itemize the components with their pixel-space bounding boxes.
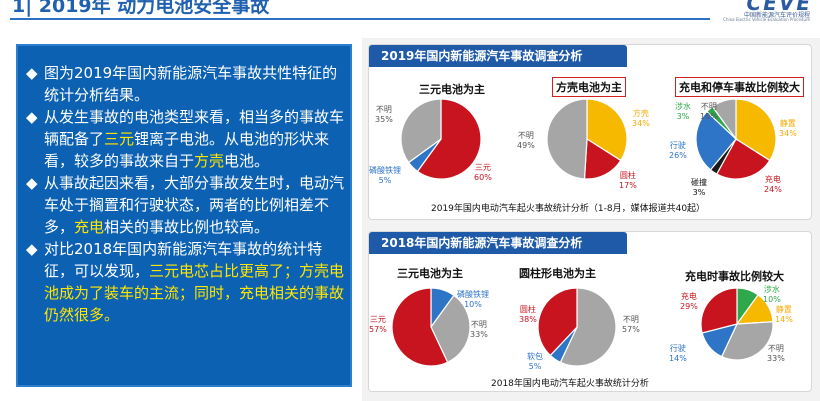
bullet-text: 从发生事故的电池类型来看，相当多的事故车辆配备了 (44, 108, 345, 148)
bullet-item: ◆ 从发生事故的电池类型来看，相当多的事故车辆配备了三元锂离子电池。从电池的形状来… (26, 106, 348, 172)
slice-label: 充电 24% (764, 175, 782, 194)
slice-label: 不明 33% (767, 344, 785, 363)
highlight-text: 方壳 (194, 152, 225, 170)
section-2018: 2018年国内新能源汽车事故调查分析 三元电池为主 圆柱形电池为主 充电时事故比… (368, 231, 812, 392)
pie-chart (537, 287, 617, 367)
slice-label: 行驶 26% (669, 141, 687, 160)
slice-label: 不明 33% (470, 320, 488, 339)
bullet-text: 相关的事故比例也较高。 (104, 218, 270, 236)
section-heading: 2019年国内新能源汽车事故调查分析 (369, 45, 627, 67)
slice-label: 圆柱 38% (519, 305, 537, 324)
bullet-text: 从事故起因来看，大部分事故发生时，电动汽车处于搁置和行驶状态，两者的比例相差不多… (44, 174, 345, 236)
chart-title: 三元电池为主 (419, 83, 485, 96)
pie-slice (715, 138, 771, 180)
pie-slice (416, 98, 482, 180)
slice-label: 磷酸铁锂 5% (369, 166, 401, 185)
pie-slice (695, 110, 737, 171)
pie-chart (546, 98, 628, 180)
pie-slice (700, 287, 738, 334)
bullet-item: ◆ 从事故起因来看，大部分事故发生时，电动汽车处于搁置和行驶状态，两者的比例相差不… (26, 172, 348, 238)
pie-slice (583, 137, 622, 180)
slice-label: 不明 57% (622, 315, 640, 334)
slice-label: 圆柱 17% (619, 171, 637, 190)
slice-label: 静置 14% (775, 305, 793, 324)
slice-label: 充电 29% (680, 292, 698, 311)
title-underline (10, 18, 710, 20)
bullet-text: 对比2018年国内新能源汽车事故的统计特征，可以发现， (44, 240, 323, 280)
ceve-logo: CEVE 中国新能源汽车评价规程 China Electric Vehicle … (716, 0, 816, 22)
summary-panel: ◆ 图为2019年国内新能源汽车事故共性特征的统计分析结果。 ◆ 从发生事故的电池类型… (16, 44, 352, 387)
highlight-text: 三元 (104, 130, 135, 148)
bullet-text: 电池。 (224, 152, 270, 170)
pie-chart (391, 287, 471, 367)
chart-title: 三元电池为主 (397, 267, 463, 280)
pie-slice (430, 294, 471, 364)
slice-label: 涉水 10% (763, 285, 781, 304)
page-title: 1| 2019年 动力电池安全事故 (12, 0, 270, 17)
slice-label: 三元 57% (369, 315, 387, 334)
slice-label: 不明 10% (700, 102, 718, 121)
highlight-text: 充电 (74, 218, 105, 236)
section-heading: 2018年国内新能源汽车事故调查分析 (369, 232, 627, 254)
slice-label: 方壳 34% (632, 109, 650, 128)
diamond-bullet-icon: ◆ (26, 64, 38, 82)
slice-label: 三元 60% (474, 163, 492, 182)
slice-label: 碰撞 3% (691, 178, 707, 197)
pie-slice (720, 321, 774, 361)
pie-slice (546, 98, 588, 180)
pie-slice (537, 287, 578, 357)
slice-label: 行驶 14% (669, 344, 687, 363)
slice-label: 不明 35% (375, 105, 393, 124)
chart-title: 方壳电池为主 (552, 77, 626, 97)
pie-chart (700, 287, 774, 361)
pie-slice (711, 98, 737, 141)
chart-caption: 2018年国内电动汽车起火事故统计分析 (491, 379, 649, 389)
chart-title: 充电时事故比例较大 (685, 270, 784, 283)
bullet-item: ◆ 图为2019年国内新能源汽车事故共性特征的统计分析结果。 (26, 62, 348, 106)
section-2019: 2019年国内新能源汽车事故调查分析 三元电池为主 方壳电池为主 充电和停车事故… (368, 44, 812, 220)
logo-subtitle-en: China Electric Vehicle Evaluation Proced… (723, 17, 810, 22)
pie-slice (400, 98, 442, 164)
bullet-item: ◆ 对比2018年国内新能源汽车事故的统计特征，可以发现，三元电芯占比更高了；方壳… (26, 238, 348, 326)
diamond-bullet-icon: ◆ (26, 240, 38, 258)
slice-label: 涉水 3% (675, 102, 691, 121)
bullet-list: ◆ 图为2019年国内新能源汽车事故共性特征的统计分析结果。 ◆ 从发生事故的电池类型… (26, 62, 348, 326)
slice-label: 磷酸铁锂 10% (457, 290, 489, 309)
diamond-bullet-icon: ◆ (26, 174, 38, 192)
logo-subtitle-cn: 中国新能源汽车评价规程 (743, 12, 810, 19)
pie-chart (695, 98, 777, 180)
slice-label: 软包 5% (527, 352, 543, 371)
page-header: 1| 2019年 动力电池安全事故 CEVE 中国新能源汽车评价规程 China… (0, 0, 820, 22)
pie-slice (559, 287, 617, 367)
logo-mark: CEVE (746, 0, 812, 15)
highlight-text: 三元电芯占比更高了；方壳电池成为了装车的主流；同时，充电相关的事故仍然很多。 (44, 262, 345, 324)
slice-label: 静置 34% (779, 119, 797, 138)
pie-chart (400, 98, 482, 180)
bullet-text: 锂离子电池。从电池的形状来看，较多的事故来自于 (44, 130, 330, 170)
diamond-bullet-icon: ◆ (26, 108, 38, 126)
chart-title: 充电和停车事故比例较大 (675, 77, 804, 97)
chart-title: 圆柱形电池为主 (519, 267, 596, 280)
pie-slice (391, 287, 449, 367)
slice-label: 不明 49% (517, 131, 535, 150)
bullet-text: 图为2019年国内新能源汽车事故共性特征的统计分析结果。 (44, 64, 338, 104)
chart-caption: 2019年国内电动汽车起火事故统计分析（1-8月，媒体报道共40起） (431, 204, 706, 214)
